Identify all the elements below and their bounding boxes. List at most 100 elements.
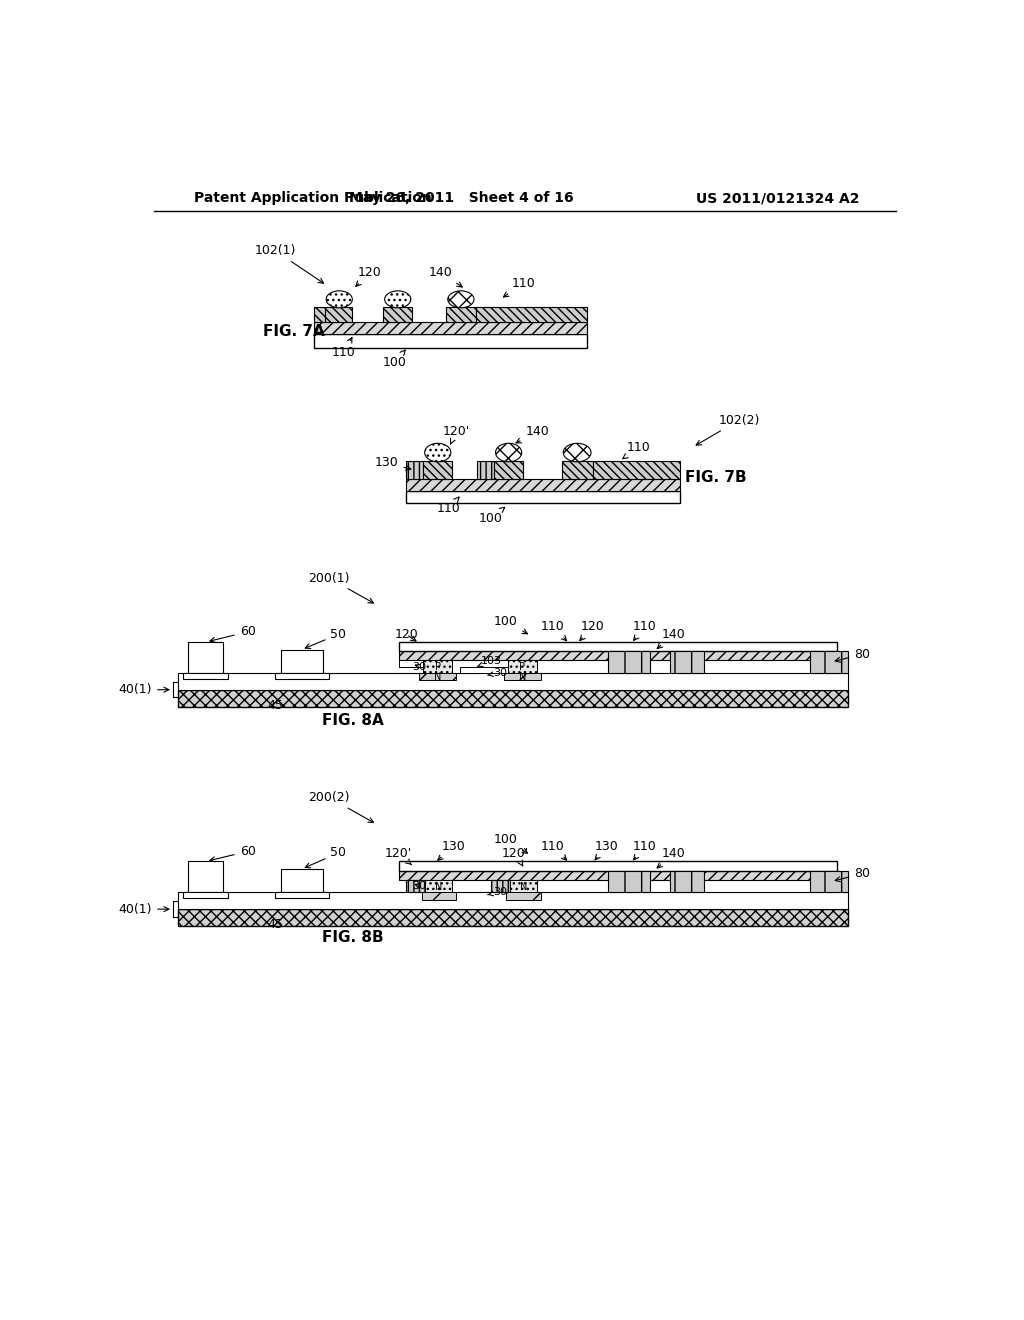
Text: Patent Application Publication: Patent Application Publication xyxy=(194,191,431,206)
Bar xyxy=(510,880,538,892)
Bar xyxy=(398,651,838,660)
Text: 60: 60 xyxy=(210,626,256,643)
Bar xyxy=(490,880,510,892)
Text: 140: 140 xyxy=(657,628,685,648)
Bar xyxy=(422,892,457,900)
Text: 120': 120' xyxy=(502,847,529,866)
Text: 120: 120 xyxy=(580,620,604,640)
Text: 100: 100 xyxy=(478,507,505,525)
Text: 110: 110 xyxy=(633,620,656,640)
Bar xyxy=(504,673,541,681)
Text: 100: 100 xyxy=(383,350,407,370)
Bar xyxy=(670,871,705,892)
Text: 30: 30 xyxy=(413,661,426,672)
Bar xyxy=(281,649,323,673)
Text: US 2011/0121324 A2: US 2011/0121324 A2 xyxy=(695,191,859,206)
Text: 50: 50 xyxy=(305,846,346,867)
Text: 102(2): 102(2) xyxy=(696,413,760,445)
Text: 120: 120 xyxy=(356,265,381,286)
Bar xyxy=(326,308,352,322)
Text: 110: 110 xyxy=(332,338,355,359)
Text: 110: 110 xyxy=(623,441,650,458)
Text: N: N xyxy=(434,672,441,682)
Ellipse shape xyxy=(496,444,521,462)
Bar xyxy=(398,871,838,880)
Text: 110: 110 xyxy=(504,277,536,297)
Text: 40(1): 40(1) xyxy=(119,903,169,916)
Bar xyxy=(477,461,494,479)
Bar xyxy=(508,660,538,673)
Text: FIG. 8A: FIG. 8A xyxy=(322,713,383,729)
Bar xyxy=(425,880,453,892)
Text: 80: 80 xyxy=(836,867,870,882)
Text: 200(1): 200(1) xyxy=(308,572,374,603)
Ellipse shape xyxy=(447,290,474,308)
Text: 102(1): 102(1) xyxy=(255,244,324,284)
Text: 45: 45 xyxy=(267,698,284,711)
Bar xyxy=(183,892,227,899)
Text: N: N xyxy=(435,882,442,892)
Text: 80: 80 xyxy=(836,648,870,663)
Bar xyxy=(810,651,848,673)
Bar xyxy=(275,892,330,899)
Text: 120: 120 xyxy=(394,628,418,642)
Bar xyxy=(188,862,223,892)
Bar xyxy=(506,892,541,900)
Text: 130: 130 xyxy=(595,840,618,859)
Text: 60: 60 xyxy=(210,845,256,862)
Text: 30: 30 xyxy=(487,887,507,898)
Bar xyxy=(398,660,423,667)
Text: 30: 30 xyxy=(413,880,426,891)
Text: 103: 103 xyxy=(477,656,502,667)
Bar xyxy=(593,461,680,479)
Text: 200(2): 200(2) xyxy=(308,791,374,822)
Text: 40(1): 40(1) xyxy=(119,684,169,696)
Text: 140: 140 xyxy=(657,847,685,869)
Text: 45: 45 xyxy=(267,917,284,931)
Bar xyxy=(183,673,227,678)
Text: 110: 110 xyxy=(541,620,566,640)
Bar xyxy=(178,689,848,706)
Bar xyxy=(178,892,848,909)
Bar xyxy=(670,651,705,673)
Text: 100: 100 xyxy=(494,833,527,853)
Ellipse shape xyxy=(425,444,451,462)
Text: 100: 100 xyxy=(494,615,527,634)
Text: May 26, 2011   Sheet 4 of 16: May 26, 2011 Sheet 4 of 16 xyxy=(349,191,574,206)
Ellipse shape xyxy=(563,444,591,462)
Bar xyxy=(562,461,593,479)
Text: 140: 140 xyxy=(516,425,549,444)
Bar xyxy=(446,308,475,322)
Bar xyxy=(313,334,587,348)
Bar xyxy=(460,667,508,673)
Bar xyxy=(407,880,425,892)
Bar xyxy=(178,909,848,927)
Ellipse shape xyxy=(385,290,411,308)
Ellipse shape xyxy=(326,290,352,308)
Bar xyxy=(313,308,326,322)
Text: 50: 50 xyxy=(305,628,346,648)
Bar xyxy=(407,461,423,479)
Bar xyxy=(423,461,453,479)
Text: P: P xyxy=(435,663,440,672)
Text: P: P xyxy=(519,663,525,672)
Bar xyxy=(608,871,650,892)
Text: FIG. 8B: FIG. 8B xyxy=(322,931,383,945)
Text: 110: 110 xyxy=(633,840,656,859)
Bar xyxy=(398,862,838,871)
Text: 30: 30 xyxy=(487,668,507,677)
Bar xyxy=(383,308,413,322)
Bar xyxy=(407,491,680,503)
Text: FIG. 7B: FIG. 7B xyxy=(685,470,746,486)
Bar xyxy=(810,871,848,892)
Bar xyxy=(281,869,323,892)
Text: 110: 110 xyxy=(436,498,461,515)
Bar xyxy=(313,322,587,334)
Bar xyxy=(275,673,330,678)
Text: FIG. 7A: FIG. 7A xyxy=(263,325,325,339)
Bar xyxy=(398,642,838,651)
Text: 110: 110 xyxy=(541,840,566,861)
Bar xyxy=(407,479,680,491)
Bar xyxy=(475,308,587,322)
Text: N: N xyxy=(519,882,527,892)
